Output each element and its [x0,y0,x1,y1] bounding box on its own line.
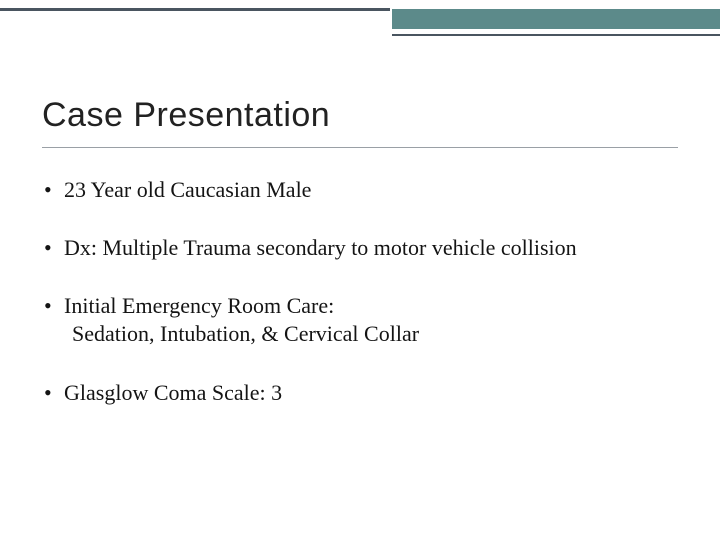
title-underline [42,147,678,148]
bullet-text: 23 Year old Caucasian Male [64,177,311,202]
list-item: Glasglow Coma Scale: 3 [42,379,678,407]
list-item: Dx: Multiple Trauma secondary to motor v… [42,234,678,262]
header-dark-line [0,8,390,11]
bullet-subline: Sedation, Intubation, & Cervical Collar [64,320,678,348]
bullet-text: Dx: Multiple Trauma secondary to motor v… [64,235,577,260]
list-item: Initial Emergency Room Care: Sedation, I… [42,292,678,348]
slide-content: Case Presentation 23 Year old Caucasian … [42,96,678,437]
header-decoration [0,0,720,44]
slide-title: Case Presentation [42,96,678,141]
header-teal-band [392,8,720,30]
header-teal-underline [392,34,720,36]
bullet-text: Glasglow Coma Scale: 3 [64,380,282,405]
bullet-list: 23 Year old Caucasian Male Dx: Multiple … [42,176,678,407]
bullet-text: Initial Emergency Room Care: [64,293,334,318]
list-item: 23 Year old Caucasian Male [42,176,678,204]
